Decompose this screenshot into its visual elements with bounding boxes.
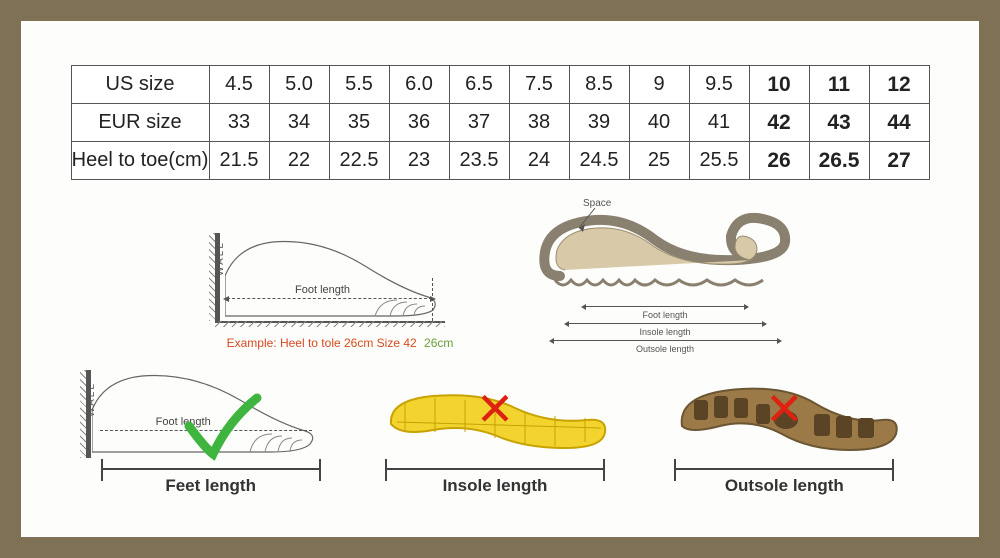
space-label: Space xyxy=(583,198,611,209)
length-bar xyxy=(674,468,894,470)
cell: 7.5 xyxy=(509,66,569,104)
cell: 40 xyxy=(629,104,689,142)
outsole-length-diagram: ✕ Outsole length xyxy=(654,364,914,496)
cell: 6.0 xyxy=(389,66,449,104)
cell: 26.5 xyxy=(809,142,869,180)
shoe-cross-section-icon xyxy=(535,198,795,298)
diagram-row-1: WALL Foot length Example: Heel to tole 2… xyxy=(21,198,979,350)
shoe-cross-section-diagram: Space Foot length Insole length Outsole … xyxy=(535,198,795,348)
size-chart-table: US size 4.5 5.0 5.5 6.0 6.5 7.5 8.5 9 9.… xyxy=(71,65,930,180)
cell: 9 xyxy=(629,66,689,104)
cell: 43 xyxy=(809,104,869,142)
cell: 27 xyxy=(869,142,929,180)
cell: 5.5 xyxy=(329,66,389,104)
insole-length-diagram: ✕ Insole length xyxy=(365,364,625,496)
cell: 24 xyxy=(509,142,569,180)
cell: 24.5 xyxy=(569,142,629,180)
feet-length-diagram: WALL Foot length Feet length xyxy=(86,364,336,496)
cell: 11 xyxy=(809,66,869,104)
cell: 39 xyxy=(569,104,629,142)
foot-outline-icon xyxy=(225,236,440,321)
cell: 10 xyxy=(749,66,809,104)
cell: 22 xyxy=(269,142,329,180)
foot-length-label-2: Foot length xyxy=(535,310,795,320)
table-row: EUR size 33 34 35 36 37 38 39 40 41 42 4… xyxy=(71,104,929,142)
cell: 21.5 xyxy=(209,142,269,180)
length-bar xyxy=(385,468,605,470)
cell: 25.5 xyxy=(689,142,749,180)
cell: 41 xyxy=(689,104,749,142)
x-icon: ✕ xyxy=(765,382,804,436)
cell: 42 xyxy=(749,104,809,142)
cell: 9.5 xyxy=(689,66,749,104)
length-bar xyxy=(101,468,321,470)
outsole-length-label: Outsole length xyxy=(535,344,795,354)
cell: 22.5 xyxy=(329,142,389,180)
cell: 37 xyxy=(449,104,509,142)
measure-end-guide xyxy=(432,278,433,321)
cell: 12 xyxy=(869,66,929,104)
cell: 33 xyxy=(209,104,269,142)
cell: 4.5 xyxy=(209,66,269,104)
foot-length-measure xyxy=(585,306,745,307)
insole-length-label: Insole length xyxy=(535,327,795,337)
insole-length-measure xyxy=(568,323,763,324)
cell: 36 xyxy=(389,104,449,142)
cell: 44 xyxy=(869,104,929,142)
example-cm: 26cm xyxy=(424,336,453,350)
cell: 25 xyxy=(629,142,689,180)
row-label: Heel to toe(cm) xyxy=(71,142,209,180)
cell: 6.5 xyxy=(449,66,509,104)
table-row: Heel to toe(cm) 21.5 22 22.5 23 23.5 24 … xyxy=(71,142,929,180)
table-row: US size 4.5 5.0 5.5 6.0 6.5 7.5 8.5 9 9.… xyxy=(71,66,929,104)
example-main: Example: Heel to tole 26cm Size 42 xyxy=(227,336,417,350)
foot-length-label: Foot length xyxy=(295,284,350,296)
cell: 23.5 xyxy=(449,142,509,180)
cell: 23 xyxy=(389,142,449,180)
outsole-length-label: Outsole length xyxy=(654,476,914,496)
page: US size 4.5 5.0 5.5 6.0 6.5 7.5 8.5 9 9.… xyxy=(21,21,979,537)
check-icon xyxy=(181,392,265,464)
diagram-row-2: WALL Foot length Feet length xyxy=(21,364,979,496)
measure-arrow xyxy=(227,298,432,299)
cell: 34 xyxy=(269,104,329,142)
foot-against-wall-diagram: WALL Foot length Example: Heel to tole 2… xyxy=(205,198,475,350)
example-text: Example: Heel to tole 26cm Size 42 26cm xyxy=(205,336,475,350)
insole-length-label: Insole length xyxy=(365,476,625,496)
outsole-length-measure xyxy=(553,340,778,341)
cell: 26 xyxy=(749,142,809,180)
feet-length-label: Feet length xyxy=(86,476,336,496)
cell: 35 xyxy=(329,104,389,142)
floor-hatch xyxy=(215,321,445,327)
x-icon: ✕ xyxy=(476,382,515,436)
row-label: US size xyxy=(71,66,209,104)
cell: 38 xyxy=(509,104,569,142)
row-label: EUR size xyxy=(71,104,209,142)
cell: 8.5 xyxy=(569,66,629,104)
cell: 5.0 xyxy=(269,66,329,104)
